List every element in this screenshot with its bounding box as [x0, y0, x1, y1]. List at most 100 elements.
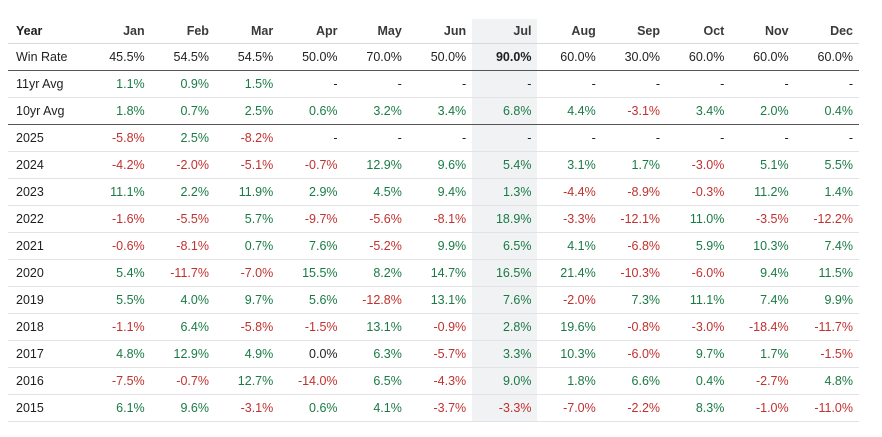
table-row-year: 2024 -4.2% -2.0% -5.1% -0.7% 12.9% 9.6% 5.4% 3.1… [8, 151, 859, 179]
value-cell: - [343, 70, 408, 98]
value-cell: 60.0% [794, 43, 859, 71]
value-cell: -4.3% [407, 367, 473, 395]
table-header-row: Year Jan Feb Mar Apr May Jun Jul Aug Sep Oct Nov Dec [8, 19, 859, 44]
value-cell: -5.1% [214, 151, 280, 179]
row-label: 2023 [8, 178, 87, 206]
value-cell: 10.3% [537, 340, 602, 368]
value-cell: -3.3% [472, 394, 538, 422]
value-cell: 21.4% [537, 259, 602, 287]
value-cell: -2.0% [150, 151, 215, 179]
value-cell: 1.1% [86, 70, 151, 98]
value-cell: -3.1% [214, 394, 280, 422]
value-cell: - [537, 124, 602, 152]
row-label: 2024 [8, 151, 87, 179]
value-cell: 0.7% [150, 97, 215, 125]
column-header-jul[interactable]: Jul [472, 19, 538, 44]
value-cell: -3.1% [601, 97, 667, 125]
value-cell: 7.4% [730, 286, 795, 314]
value-cell: 1.5% [214, 70, 280, 98]
row-label: 2015 [8, 394, 87, 422]
column-header-aug[interactable]: Aug [537, 19, 602, 44]
value-cell: 2.5% [150, 124, 215, 152]
value-cell: 3.1% [537, 151, 602, 179]
value-cell: 1.3% [472, 178, 538, 206]
value-cell: 90.0% [472, 43, 538, 71]
table-row-year: 2021 -0.6% -8.1% 0.7% 7.6% -5.2% 9.9% 6.5% 4.1% -… [8, 232, 859, 260]
table-row-avg10: 10yr Avg 1.8% 0.7% 2.5% 0.6% 3.2% 3.4% 6.8% 4.4%… [8, 97, 859, 125]
value-cell: 4.9% [214, 340, 280, 368]
value-cell: 6.6% [601, 367, 667, 395]
value-cell: 11.1% [666, 286, 731, 314]
value-cell: 11.2% [730, 178, 795, 206]
value-cell: -5.2% [343, 232, 408, 260]
value-cell: 11.1% [86, 178, 151, 206]
value-cell: -5.8% [214, 313, 280, 341]
row-label: 2021 [8, 232, 87, 260]
value-cell: 18.9% [472, 205, 538, 233]
value-cell: 30.0% [601, 43, 667, 71]
value-cell: -6.0% [601, 340, 667, 368]
value-cell: 5.9% [666, 232, 731, 260]
value-cell: 16.5% [472, 259, 538, 287]
value-cell: 6.5% [343, 367, 408, 395]
value-cell: 9.6% [150, 394, 215, 422]
value-cell: 2.0% [730, 97, 795, 125]
value-cell: -2.7% [730, 367, 795, 395]
column-header-sep[interactable]: Sep [601, 19, 667, 44]
value-cell: -14.0% [279, 367, 344, 395]
value-cell: -3.3% [537, 205, 602, 233]
value-cell: - [407, 70, 473, 98]
value-cell: -8.9% [601, 178, 667, 206]
value-cell: -7.5% [86, 367, 151, 395]
value-cell: 12.9% [343, 151, 408, 179]
column-header-jan[interactable]: Jan [86, 19, 151, 44]
value-cell: 13.1% [343, 313, 408, 341]
row-label: 2022 [8, 205, 87, 233]
value-cell: -8.2% [214, 124, 280, 152]
value-cell: -12.1% [601, 205, 667, 233]
value-cell: - [794, 124, 859, 152]
value-cell: 7.6% [279, 232, 344, 260]
value-cell: 1.7% [730, 340, 795, 368]
row-label: Win Rate [8, 43, 87, 71]
value-cell: 4.0% [150, 286, 215, 314]
value-cell: 5.1% [730, 151, 795, 179]
value-cell: 1.8% [537, 367, 602, 395]
row-label: 2020 [8, 259, 87, 287]
value-cell: 9.9% [794, 286, 859, 314]
value-cell: 4.8% [86, 340, 151, 368]
value-cell: -5.5% [150, 205, 215, 233]
value-cell: 7.6% [472, 286, 538, 314]
column-header-oct[interactable]: Oct [666, 19, 731, 44]
value-cell: -0.6% [86, 232, 151, 260]
column-header-jun[interactable]: Jun [407, 19, 473, 44]
value-cell: 3.3% [472, 340, 538, 368]
value-cell: 0.4% [666, 367, 731, 395]
value-cell: 8.3% [666, 394, 731, 422]
value-cell: -6.8% [601, 232, 667, 260]
column-header-dec[interactable]: Dec [794, 19, 859, 44]
value-cell: 3.4% [666, 97, 731, 125]
value-cell: -5.7% [407, 340, 473, 368]
value-cell: 9.9% [407, 232, 473, 260]
value-cell: 13.1% [407, 286, 473, 314]
value-cell: 2.5% [214, 97, 280, 125]
value-cell: -7.0% [537, 394, 602, 422]
column-header-feb[interactable]: Feb [150, 19, 215, 44]
value-cell: -12.2% [794, 205, 859, 233]
value-cell: 6.3% [343, 340, 408, 368]
value-cell: 0.0% [279, 340, 344, 368]
value-cell: 54.5% [150, 43, 215, 71]
column-header-apr[interactable]: Apr [279, 19, 344, 44]
table-row-year: 2018 -1.1% 6.4% -5.8% -1.5% 13.1% -0.9% 2.8% 19.… [8, 313, 859, 341]
column-header-mar[interactable]: Mar [214, 19, 280, 44]
value-cell: -9.7% [279, 205, 344, 233]
value-cell: -11.7% [794, 313, 859, 341]
column-header-may[interactable]: May [343, 19, 408, 44]
column-header-nov[interactable]: Nov [730, 19, 795, 44]
column-header-year[interactable]: Year [8, 19, 87, 44]
value-cell: 60.0% [537, 43, 602, 71]
value-cell: 6.1% [86, 394, 151, 422]
value-cell: -1.5% [794, 340, 859, 368]
monthly-returns-table: Year Jan Feb Mar Apr May Jun Jul Aug Sep Oct Nov Dec… [8, 19, 859, 422]
